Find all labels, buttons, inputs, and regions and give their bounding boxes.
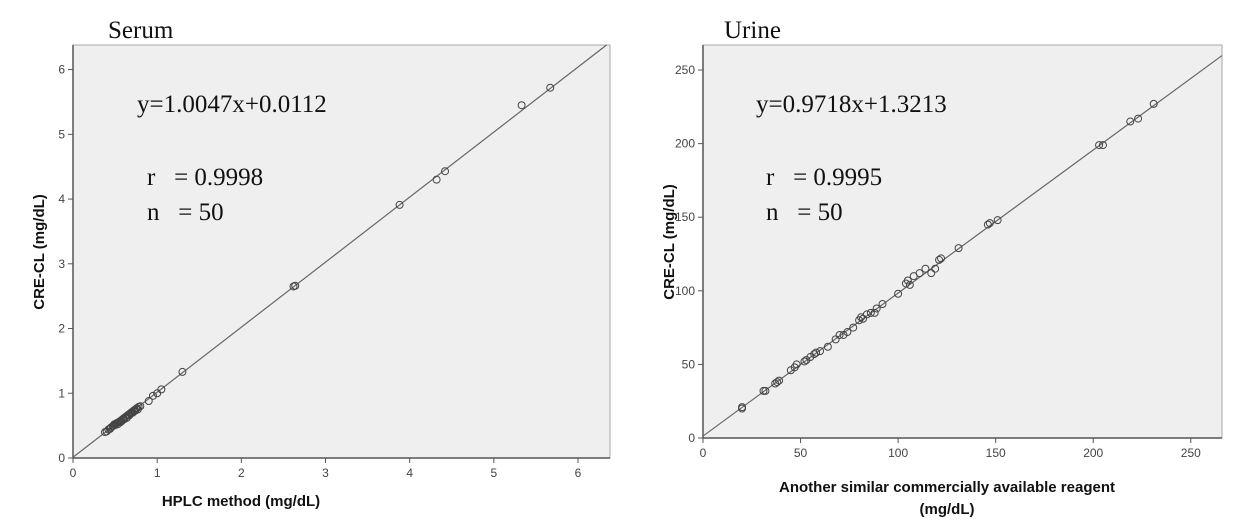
urine-data-point: [931, 264, 940, 273]
urine-r-value: r = 0.9995: [766, 164, 882, 191]
serum-y-tick-label: 6: [58, 63, 65, 77]
urine-x-axis-label-unit: (mg/dL): [920, 501, 975, 518]
urine-data-point: [894, 289, 903, 298]
urine-data-point: [775, 376, 784, 385]
urine-data-point: [849, 323, 858, 332]
serum-panel: 0 1 2 3 4 5 6 0 1 2 3 4 5 6 Serum y=1.0047x+0.0112 r = 0…: [31, 17, 611, 510]
urine-data-point: [937, 254, 946, 263]
serum-y-axis-label: CRE-CL (mg/dL): [31, 194, 48, 310]
serum-y-tick-label: 2: [58, 322, 65, 336]
serum-x-tick-label: 3: [322, 466, 329, 480]
urine-y-tick-label: 150: [675, 210, 695, 224]
urine-data-point: [983, 220, 992, 229]
serum-equation: y=1.0047x+0.0112: [137, 91, 327, 118]
urine-equation: y=0.9718x+1.3213: [756, 91, 947, 118]
urine-y-tick-label: 250: [675, 63, 695, 77]
urine-data-point: [985, 219, 994, 228]
urine-data-point: [905, 280, 914, 289]
serum-x-tick-label: 0: [70, 466, 77, 480]
urine-data-point: [1149, 99, 1158, 108]
serum-x-tick-label: 6: [575, 466, 582, 480]
serum-title: Serum: [108, 17, 174, 44]
serum-data-point: [395, 200, 404, 209]
urine-x-tick-label: 200: [1083, 446, 1103, 460]
urine-data-point: [831, 335, 840, 344]
serum-y-tick-label: 3: [58, 257, 65, 271]
urine-x-tick-label: 100: [888, 446, 908, 460]
serum-x-tick-label: 4: [406, 466, 413, 480]
urine-panel: 0 50 100 150 200 250 0 50 100 150 200 250 Urine y=0.9…: [661, 17, 1223, 518]
serum-x-tick-label: 1: [154, 466, 161, 480]
urine-x-tick-label: 150: [986, 446, 1006, 460]
serum-data-point: [432, 175, 441, 184]
serum-data-point: [157, 385, 166, 394]
urine-y-tick-label: 100: [675, 284, 695, 298]
urine-data-point: [773, 378, 782, 387]
serum-plot-area: [72, 44, 611, 459]
serum-data-point: [136, 402, 145, 411]
serum-regression-line: [72, 44, 607, 458]
serum-x-axis-label: HPLC method (mg/dL): [162, 493, 320, 510]
serum-y-tick-label: 5: [58, 127, 65, 141]
urine-data-point: [792, 360, 801, 369]
serum-data-point: [148, 391, 157, 400]
serum-r-value: r = 0.9998: [147, 164, 263, 191]
urine-x-tick-label: 50: [794, 446, 808, 460]
urine-data-point: [1126, 117, 1135, 126]
urine-data-point: [823, 342, 832, 351]
urine-y-tick-label: 50: [682, 357, 696, 371]
urine-y-tick-label: 0: [688, 431, 695, 445]
urine-y-tick-label: 200: [675, 137, 695, 151]
serum-x-tick-label: 5: [491, 466, 498, 480]
urine-data-point: [835, 330, 844, 339]
urine-data-point: [816, 347, 825, 356]
urine-data-point: [858, 314, 867, 323]
serum-data-point: [546, 83, 555, 92]
serum-y-tick-label: 4: [58, 192, 65, 206]
serum-data-point: [517, 101, 526, 110]
serum-data-point: [441, 167, 450, 176]
urine-data-point: [903, 276, 912, 285]
urine-data-point: [1095, 141, 1104, 150]
serum-data-point: [178, 367, 187, 376]
urine-data-point: [1098, 141, 1107, 150]
urine-data-point: [915, 269, 924, 278]
urine-data-point: [759, 386, 768, 395]
serum-y-tick-label: 1: [58, 386, 65, 400]
urine-data-point: [872, 304, 881, 313]
urine-title: Urine: [724, 17, 781, 44]
urine-n-value: n = 50: [766, 199, 843, 226]
serum-y-tick-label: 0: [58, 451, 65, 465]
urine-data-point: [812, 348, 821, 357]
urine-x-tick-label: 0: [700, 446, 707, 460]
urine-y-axis-label: CRE-CL (mg/dL): [661, 184, 678, 300]
urine-data-point: [866, 308, 875, 317]
urine-data-point: [738, 403, 747, 412]
serum-data-point: [144, 397, 153, 406]
urine-data-point: [993, 216, 1002, 225]
urine-data-point: [761, 386, 770, 395]
urine-data-point: [927, 269, 936, 278]
serum-x-tick-label: 2: [238, 466, 245, 480]
urine-data-point: [1134, 114, 1143, 123]
urine-data-point: [843, 328, 852, 337]
urine-data-point: [921, 264, 930, 273]
urine-data-point: [878, 300, 887, 309]
urine-data-point: [870, 308, 879, 317]
urine-x-axis-label: Another similar commercially available r…: [779, 479, 1115, 496]
urine-data-point: [954, 244, 963, 253]
urine-data-point: [800, 357, 809, 366]
urine-x-tick-label: 250: [1181, 446, 1201, 460]
urine-regression-line: [702, 55, 1223, 437]
serum-n-value: n = 50: [147, 199, 224, 226]
urine-data-point: [862, 310, 871, 319]
urine-data-point: [935, 255, 944, 264]
serum-data-point: [291, 281, 300, 290]
